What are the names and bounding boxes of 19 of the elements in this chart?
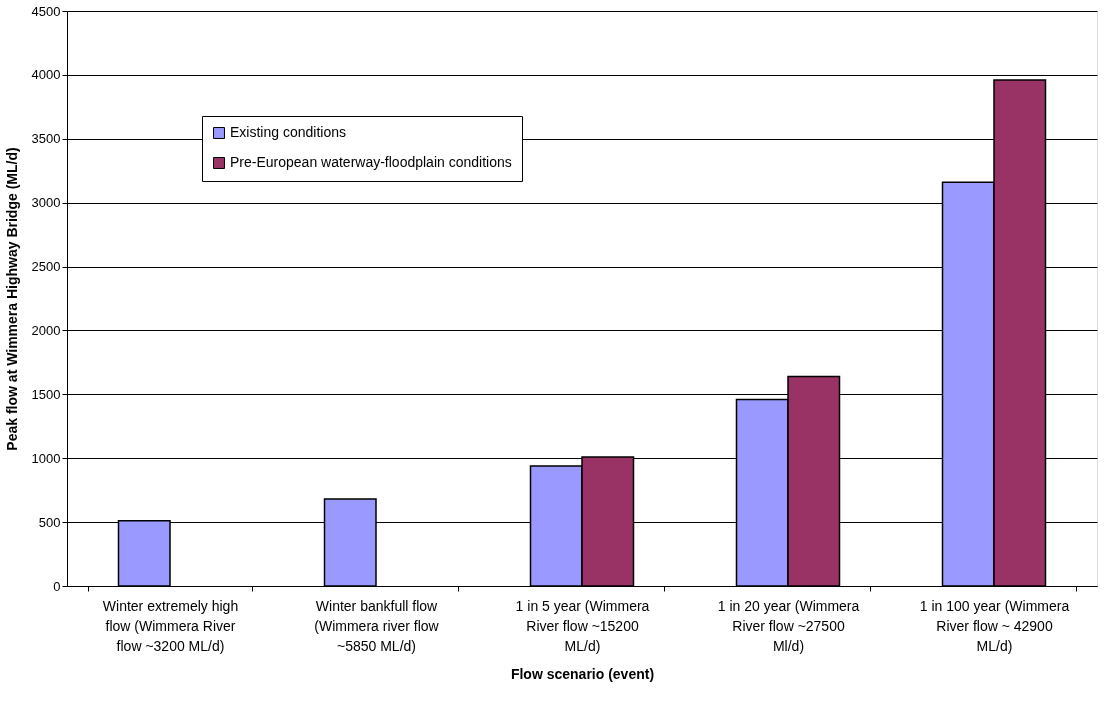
y-tick-label: 500 <box>38 514 61 530</box>
x-tick-label: Winter bankfull flow (Wimmera river flow ~5850 ML/d) <box>314 597 440 654</box>
x-tick-label: 1 in 5 year (Wimmera River flow ~15200 ML/d) <box>515 597 650 654</box>
y-tick-label: 4000 <box>31 67 61 83</box>
y-tick-label: 2500 <box>31 259 61 275</box>
y-tick-label: 3000 <box>31 195 61 211</box>
y-tick-label: 4500 <box>31 3 61 19</box>
y-tick-label: 1000 <box>31 450 61 466</box>
y-tick-label: 3500 <box>31 131 61 147</box>
x-tick-label: 1 in 20 year (Wimmera River flow ~27500 Ml/d) <box>717 597 860 654</box>
y-axis-title: Peak flow at Wimmera Highway Bridge (ML/d) <box>3 147 20 451</box>
x-tick-label: Winter extremely high flow (Wimmera River flow ~3200 ML/d) <box>102 597 239 654</box>
y-tick-label: 0 <box>53 578 61 594</box>
legend-label: Existing conditions <box>230 124 346 140</box>
legend-label: Pre-European waterway-floodplain conditions <box>230 154 512 170</box>
x-axis-title: Flow scenario (event) <box>510 665 655 682</box>
y-tick-label: 1500 <box>31 386 61 402</box>
y-tick-label: 2000 <box>31 322 61 338</box>
x-tick-label: 1 in 100 year (Wimmera River flow ~ 42900 ML/d) <box>919 597 1070 654</box>
